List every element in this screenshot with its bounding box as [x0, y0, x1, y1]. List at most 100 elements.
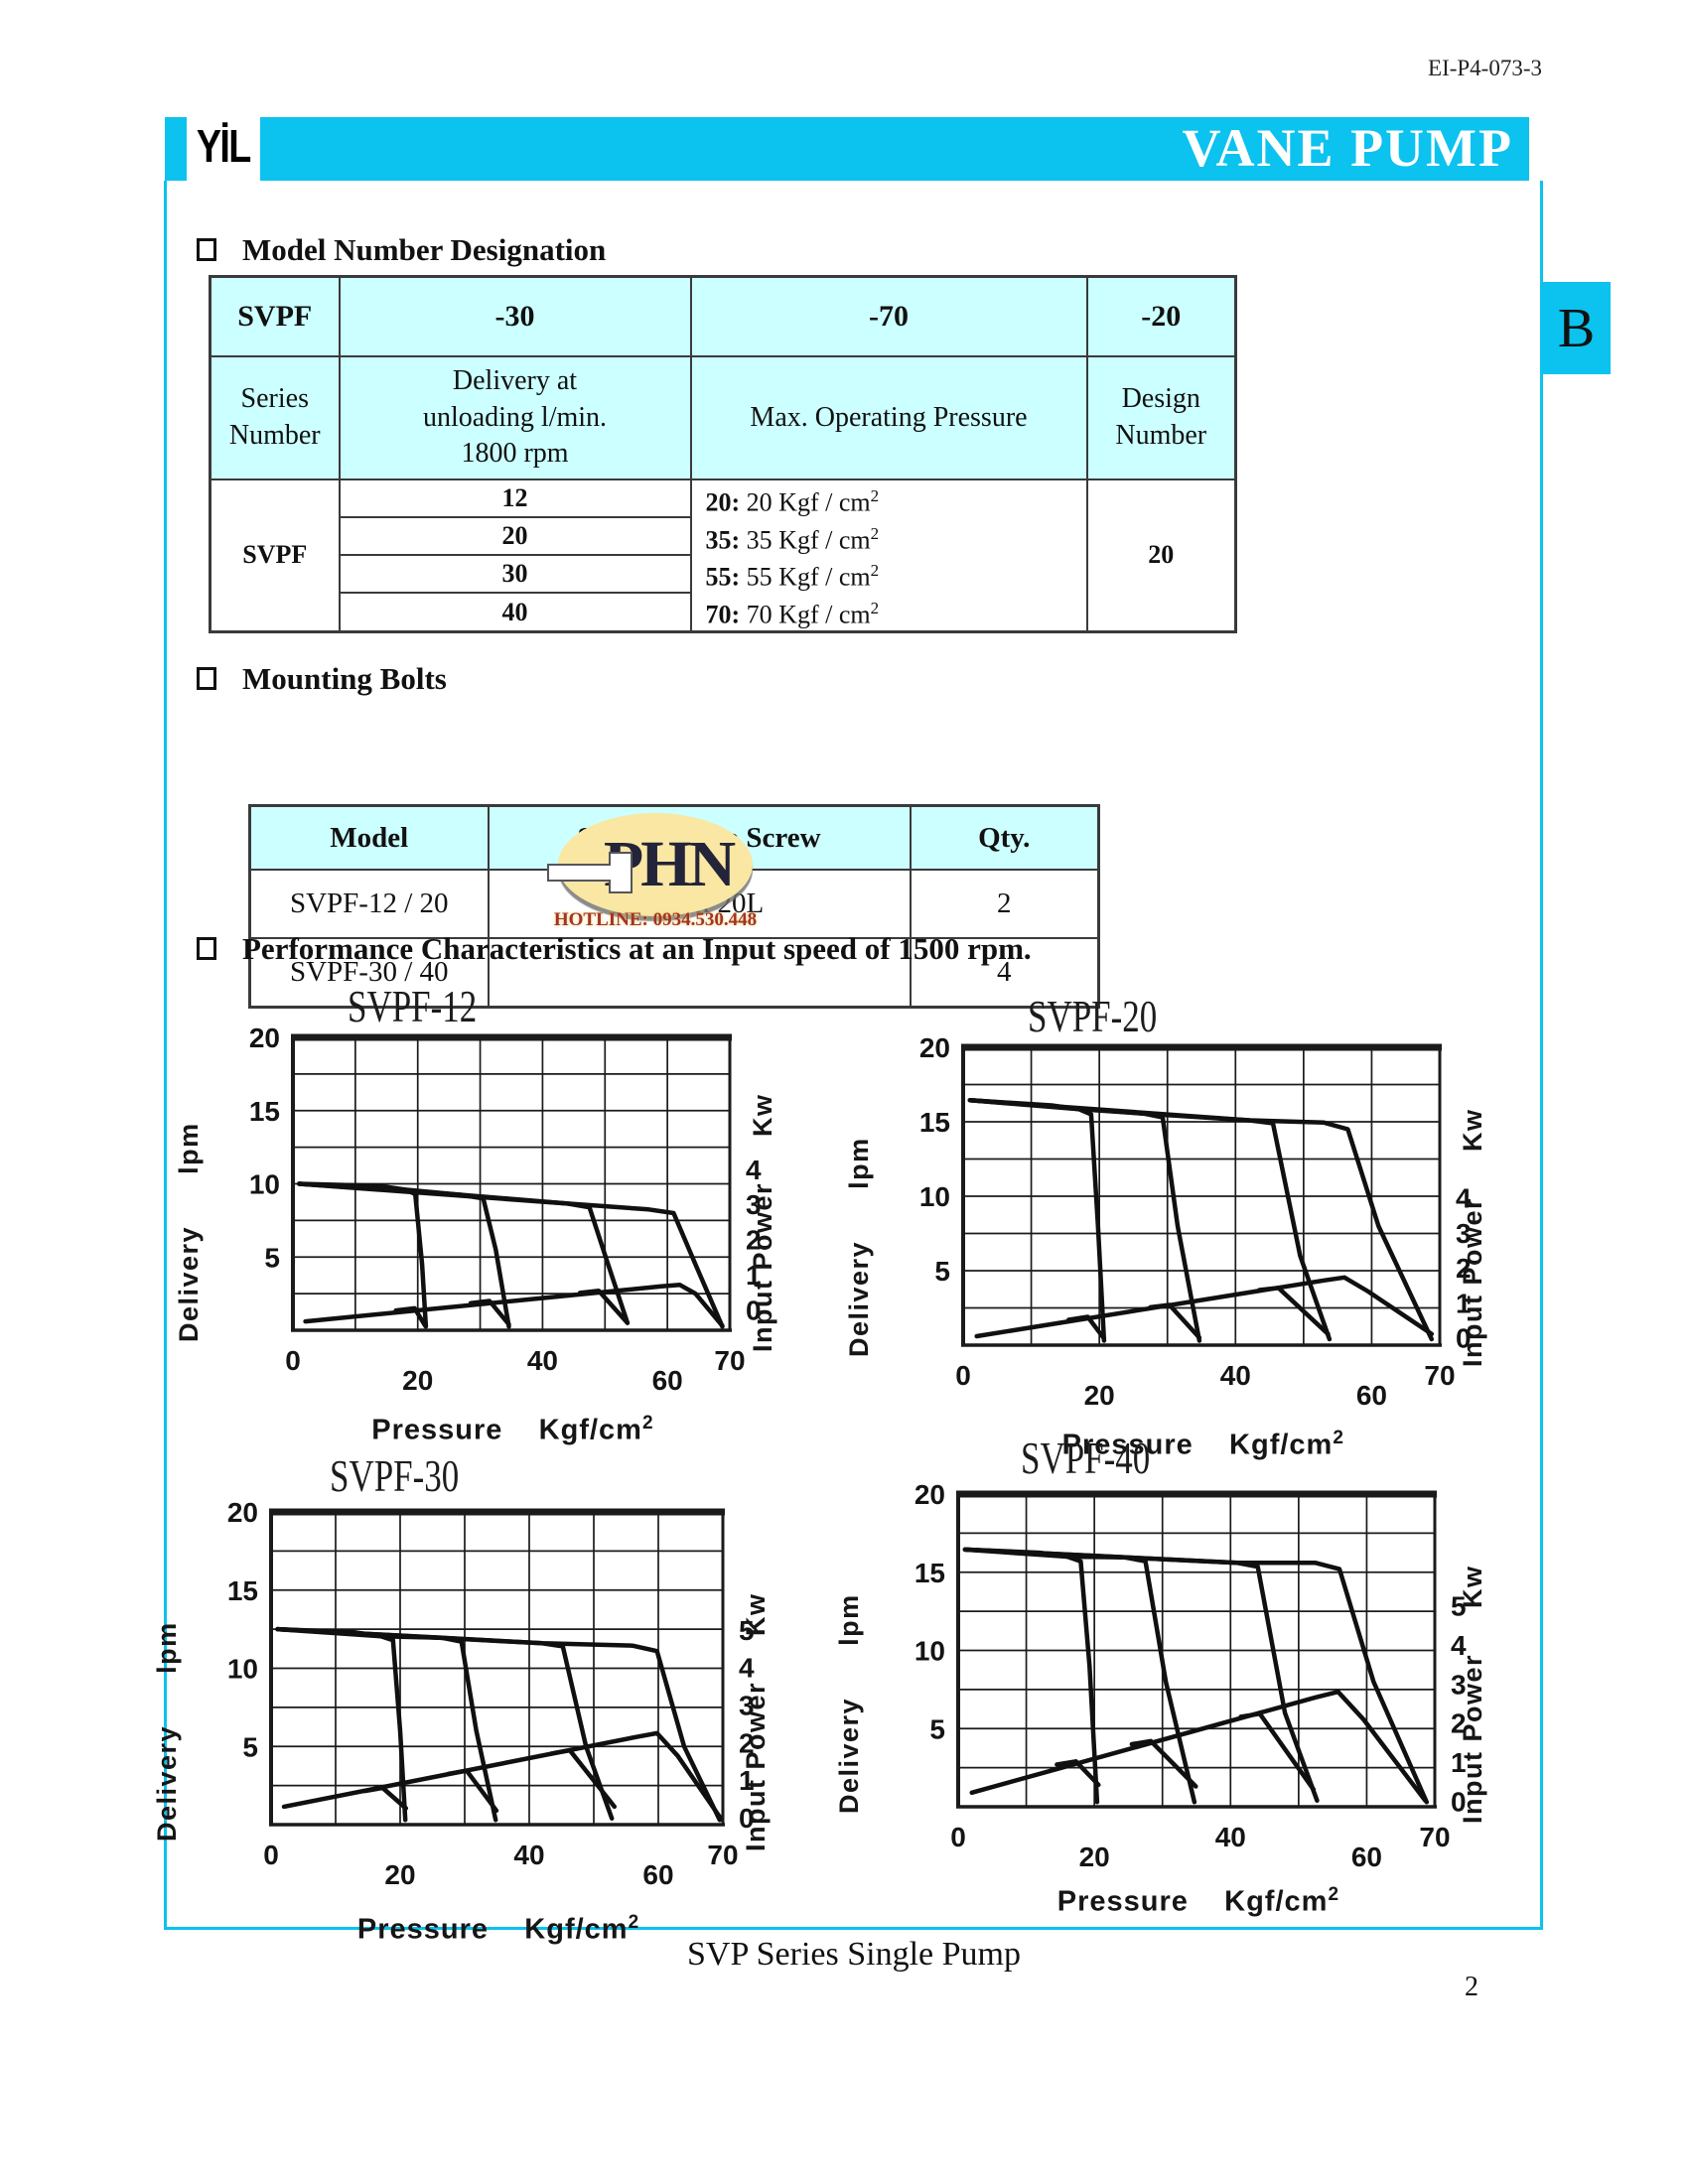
svg-text:20: 20	[249, 1023, 280, 1053]
cell-delivery-20: 20	[338, 516, 692, 557]
y-axis-label-left: Deliverylpm	[844, 1137, 874, 1357]
document-number: EI-P4-073-3	[1428, 56, 1542, 80]
chart-title: SVPF-30	[329, 1450, 459, 1501]
svg-text:20: 20	[914, 1479, 945, 1510]
cell-delivery-40: 40	[338, 592, 692, 633]
svg-text:70: 70	[714, 1345, 745, 1376]
svg-text:20: 20	[402, 1365, 433, 1396]
x-axis-label: Pressure Kgf/cm2	[1056, 1884, 1340, 1918]
svg-text:0: 0	[263, 1840, 279, 1870]
svg-text:15: 15	[249, 1096, 280, 1127]
svg-text:2: 2	[1451, 1708, 1467, 1739]
chart-svpf-40: SVPF-40 5 10 15 20 5 4 3 2 1 0 0 20 40 60 70 Deliveryl…	[834, 1430, 1534, 1921]
cell-pressure-code: -70	[689, 275, 1088, 357]
square-bullet-icon	[197, 238, 216, 261]
chart-svpf-30: SVPF-30 5 10 15 20 5 4 3 2 1 0 0 20 40 60 70 Deliveryl…	[152, 1447, 817, 1949]
svg-text:10: 10	[919, 1181, 950, 1212]
pressure-option: 70: 70 Kgf / cm2	[705, 598, 880, 629]
y-axis-label-right: Input PowerKw	[748, 1093, 777, 1353]
bolt-header-qty: Qty.	[909, 804, 1100, 871]
logo-text: YİL	[197, 120, 251, 172]
cell-design-value: 20	[1085, 478, 1237, 633]
phn-watermark: PHN	[547, 813, 753, 916]
y-axis-label-left: Deliverylpm	[834, 1593, 864, 1814]
bolt-row-screw	[487, 937, 912, 1009]
cell-pressure-label: Max. Operating Pressure	[689, 355, 1088, 480]
x-axis-label: Pressure Kgf/cm2	[371, 1413, 654, 1446]
svg-text:40: 40	[1215, 1822, 1246, 1852]
svg-text:1: 1	[739, 1765, 755, 1796]
svg-text:1: 1	[746, 1260, 762, 1291]
x-axis-label: Pressure Kgf/cm2	[1061, 1428, 1344, 1461]
bolt-row-qty: 4	[909, 937, 1100, 1009]
svg-text:5: 5	[929, 1713, 945, 1744]
section-tab-b: B	[1542, 282, 1611, 374]
chart-svpf-12: SVPF-12 5 10 15 20 4 3 2 1 0 0 20 40 60 70 Deliverylp…	[174, 978, 824, 1449]
svg-text:0: 0	[739, 1803, 755, 1834]
cell-series-value: SVPF	[209, 478, 341, 633]
svg-text:15: 15	[919, 1107, 950, 1138]
footer-title: SVP Series Single Pump	[687, 1936, 1021, 1973]
svg-text:4: 4	[739, 1653, 755, 1684]
vane-pump-banner: VANE PUMP	[165, 117, 1529, 181]
performance-heading: Performance Characteristics at an Input …	[197, 931, 1032, 967]
cell-delivery-12: 12	[338, 478, 692, 519]
svg-text:5: 5	[264, 1242, 280, 1273]
svg-text:4: 4	[1456, 1183, 1472, 1214]
bolt-row-model: SVPF-12 / 20	[248, 869, 490, 939]
pressure-option: 35: 35 Kgf / cm2	[705, 523, 880, 555]
svg-text:3: 3	[739, 1691, 755, 1721]
svg-text:0: 0	[285, 1345, 301, 1376]
bolt-header-model: Model	[248, 804, 490, 871]
svg-text:1: 1	[1451, 1747, 1467, 1778]
watermark-hotline: HOTLINE: 0934.530.448	[553, 909, 758, 930]
page-number: 2	[1465, 1972, 1478, 2002]
svg-text:3: 3	[1451, 1669, 1467, 1700]
svg-text:10: 10	[914, 1636, 945, 1667]
cell-delivery-label: Delivery at unloading l/min. 1800 rpm	[338, 355, 692, 480]
y-axis-label-right: Input PowerKw	[741, 1592, 771, 1852]
svg-text:20: 20	[1079, 1842, 1110, 1872]
svg-text:20: 20	[1084, 1380, 1115, 1411]
cell-pressure-options: 20: 20 Kgf / cm2 35: 35 Kgf / cm2 55: 55…	[689, 478, 1088, 633]
square-bullet-icon	[197, 667, 216, 690]
svg-text:2: 2	[1456, 1253, 1472, 1284]
wrench-icon	[547, 852, 633, 893]
svg-text:70: 70	[1424, 1360, 1455, 1391]
svg-text:60: 60	[1351, 1842, 1382, 1872]
cell-design-label: Design Number	[1085, 355, 1237, 480]
svg-text:3: 3	[746, 1189, 762, 1220]
chart-title: SVPF-20	[1028, 991, 1158, 1041]
svg-text:2: 2	[739, 1727, 755, 1758]
x-axis-label: Pressure Kgf/cm2	[356, 1912, 640, 1946]
y-axis-label-left: Deliverylpm	[174, 1122, 204, 1342]
bottom-border-line	[164, 1927, 1543, 1930]
svg-text:10: 10	[249, 1169, 280, 1200]
svg-text:5: 5	[934, 1256, 950, 1287]
cell-series-label: Series Number	[209, 355, 341, 480]
chart-svpf-20: SVPF-20 5 10 15 20 4 3 2 1 0 0 20 40 60 70 Deliverylp…	[844, 988, 1534, 1464]
svg-text:40: 40	[527, 1345, 558, 1376]
svg-text:2: 2	[746, 1225, 762, 1256]
svg-text:4: 4	[746, 1155, 762, 1185]
svg-text:70: 70	[707, 1840, 738, 1870]
svg-text:0: 0	[746, 1295, 762, 1325]
cell-series-code: SVPF	[209, 275, 341, 357]
pressure-option: 20: 20 Kgf / cm2	[705, 486, 880, 517]
svg-text:60: 60	[1356, 1380, 1387, 1411]
svg-text:70: 70	[1419, 1822, 1450, 1852]
svg-text:40: 40	[513, 1840, 544, 1870]
svg-text:1: 1	[1456, 1288, 1472, 1318]
model-number-table: SVPF -30 -70 -20 Series Number Delivery …	[209, 275, 1237, 633]
svg-text:60: 60	[642, 1859, 673, 1890]
cell-delivery-30: 30	[338, 554, 692, 595]
cell-design-code: -20	[1085, 275, 1237, 357]
model-number-heading: Model Number Designation	[197, 232, 606, 268]
mounting-bolts-heading: Mounting Bolts	[197, 661, 447, 697]
bolt-row-model: SVPF-30 / 40	[248, 937, 490, 1009]
chart-title: SVPF-12	[348, 981, 478, 1031]
bolt-row-qty: 2	[909, 869, 1100, 939]
